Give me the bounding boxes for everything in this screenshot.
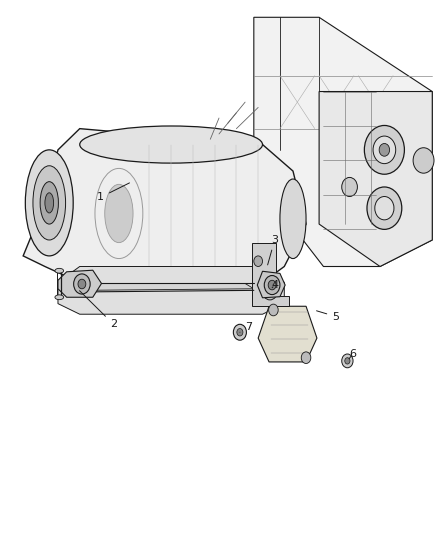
Circle shape — [367, 187, 402, 229]
Polygon shape — [58, 266, 284, 314]
Ellipse shape — [55, 295, 64, 300]
Ellipse shape — [105, 184, 133, 243]
Text: 2: 2 — [80, 290, 117, 329]
Polygon shape — [258, 306, 317, 362]
Polygon shape — [252, 243, 289, 306]
Circle shape — [375, 197, 394, 220]
Text: 7: 7 — [240, 322, 252, 332]
Circle shape — [254, 256, 262, 266]
Ellipse shape — [45, 193, 53, 213]
Circle shape — [237, 328, 243, 336]
Polygon shape — [319, 92, 432, 266]
Polygon shape — [257, 271, 285, 298]
Polygon shape — [254, 17, 432, 266]
Circle shape — [233, 324, 247, 340]
Polygon shape — [23, 128, 306, 282]
Circle shape — [262, 281, 278, 300]
Polygon shape — [80, 284, 254, 290]
Ellipse shape — [55, 268, 64, 273]
Circle shape — [268, 304, 278, 316]
Ellipse shape — [25, 150, 73, 256]
Circle shape — [301, 352, 311, 364]
Circle shape — [74, 274, 90, 294]
Circle shape — [342, 354, 353, 368]
Circle shape — [373, 136, 396, 164]
Ellipse shape — [40, 182, 58, 224]
Circle shape — [78, 279, 86, 289]
Text: 4: 4 — [271, 280, 279, 290]
Ellipse shape — [80, 126, 262, 163]
Circle shape — [364, 125, 404, 174]
Circle shape — [342, 177, 357, 197]
Text: 3: 3 — [268, 235, 278, 265]
Ellipse shape — [33, 166, 66, 240]
Ellipse shape — [280, 179, 306, 259]
Polygon shape — [58, 270, 102, 297]
Text: 1: 1 — [97, 183, 130, 202]
Circle shape — [268, 280, 276, 290]
Circle shape — [413, 148, 434, 173]
Circle shape — [264, 276, 280, 295]
Circle shape — [345, 358, 350, 364]
Text: 6: 6 — [349, 349, 357, 359]
Circle shape — [379, 143, 390, 156]
Text: 5: 5 — [317, 311, 339, 321]
